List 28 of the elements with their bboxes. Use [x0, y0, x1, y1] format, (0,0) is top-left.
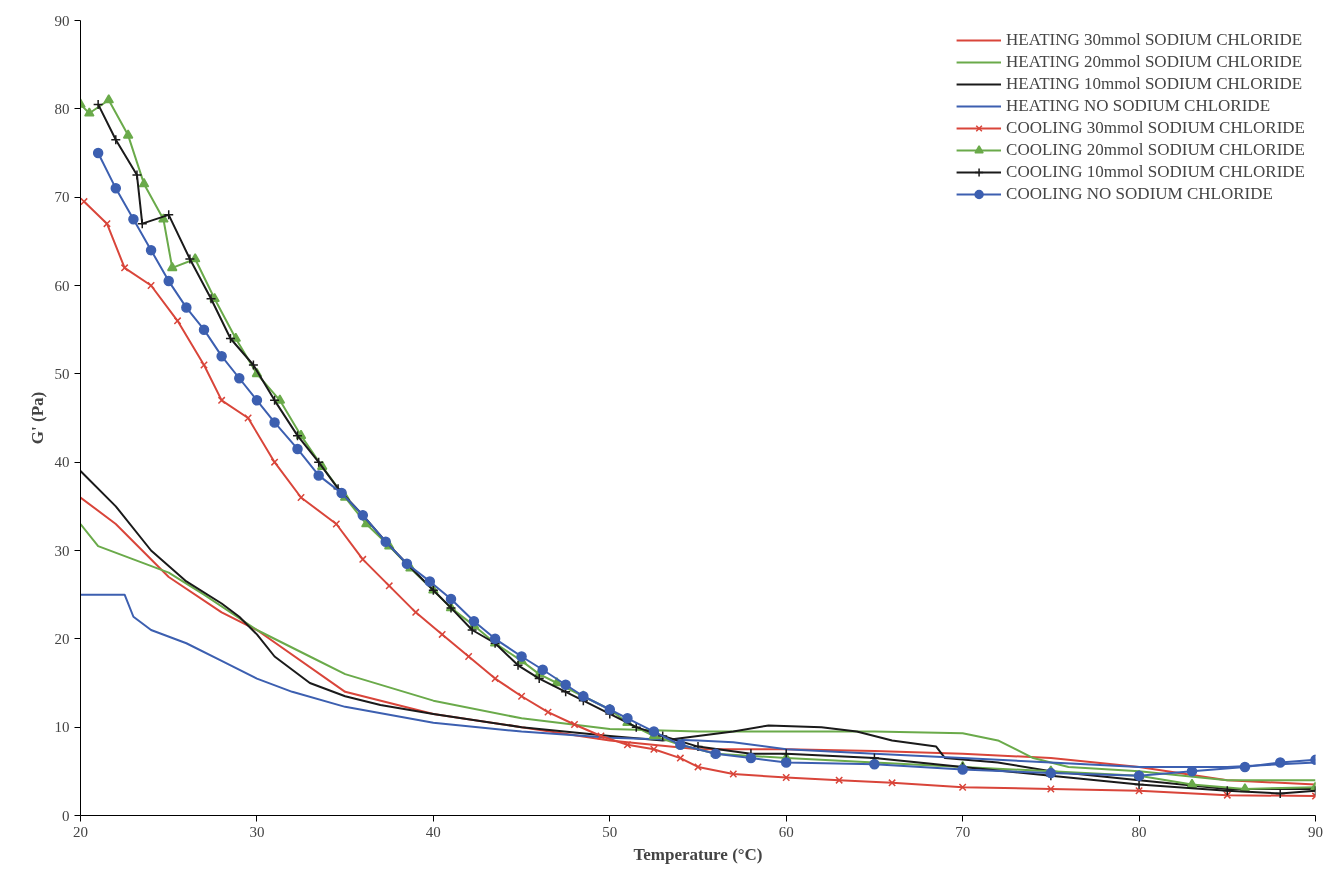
y-tick-label: 20: [54, 630, 70, 647]
x-tick-label: 30: [249, 823, 265, 840]
legend-label: HEATING 10mmol SODIUM CHLORIDE: [1006, 74, 1303, 94]
x-tick-label: 80: [1131, 823, 1147, 840]
y-tick-label: 10: [54, 719, 70, 736]
legend-label: COOLING NO SODIUM CHLORIDE: [1006, 184, 1273, 204]
y-tick-label: 50: [54, 365, 70, 382]
legend-label: COOLING 30mmol SODIUM CHLORIDE: [1006, 118, 1305, 138]
legend-label: HEATING 30mmol SODIUM CHLORIDE: [1006, 30, 1303, 50]
legend-label: HEATING NO SODIUM CHLORIDE: [1006, 96, 1271, 116]
legend-label: COOLING 10mmol SODIUM CHLORIDE: [1006, 162, 1305, 182]
y-tick-label: 0: [62, 807, 70, 824]
x-axis-title: Temperature (°C): [633, 844, 763, 864]
y-tick-label: 80: [54, 100, 70, 117]
y-tick-label: 60: [54, 277, 70, 294]
x-tick-label: 60: [778, 823, 794, 840]
legend-label: COOLING 20mmol SODIUM CHLORIDE: [1006, 140, 1305, 160]
y-tick-label: 40: [54, 454, 70, 471]
x-tick-label: 40: [425, 823, 441, 840]
x-tick-label: 50: [602, 823, 618, 840]
y-tick-label: 70: [54, 189, 70, 206]
x-tick-label: 70: [955, 823, 971, 840]
y-tick-label: 90: [54, 12, 70, 29]
legend-label: HEATING 20mmol SODIUM CHLORIDE: [1006, 52, 1303, 72]
x-tick-label: 90: [1308, 823, 1323, 840]
x-tick-label: 20: [73, 823, 88, 840]
y-axis-title: G' (Pa): [27, 391, 47, 445]
y-tick-label: 30: [54, 542, 70, 559]
